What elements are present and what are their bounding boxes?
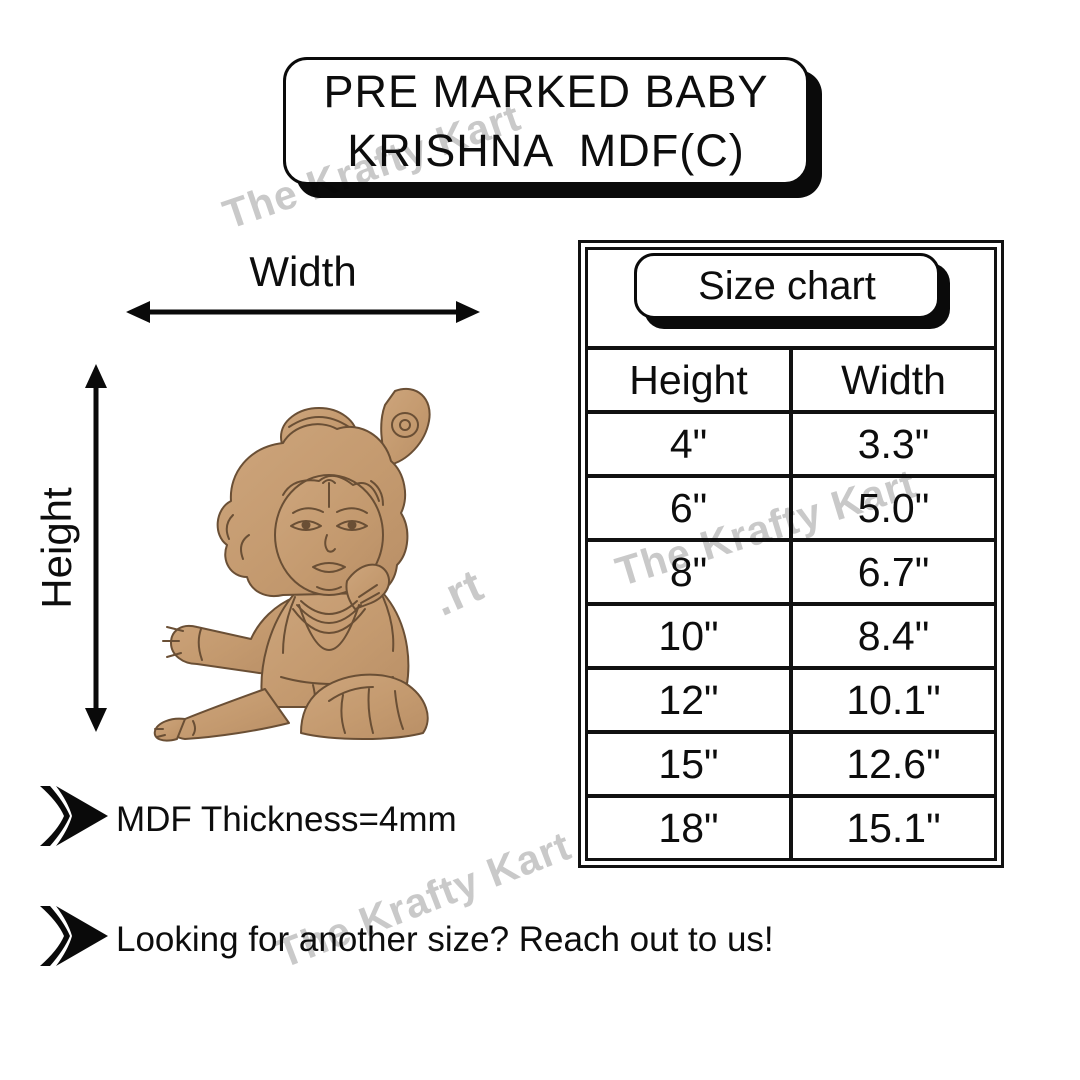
cell-height: 8" — [669, 548, 708, 595]
cell-width: 15.1" — [789, 798, 994, 858]
width-dimension-label: Width — [249, 248, 357, 295]
table-row: 12" 10.1" — [588, 666, 994, 730]
table-row: 15" 12.6" — [588, 730, 994, 794]
cell-height: 18" — [658, 804, 719, 851]
note-contact: Looking for another size? Reach out to u… — [116, 920, 774, 959]
cell-height: 4" — [669, 420, 708, 467]
cell-height: 10" — [658, 612, 719, 659]
column-header-width: Width — [789, 350, 994, 410]
baby-krishna-mdf-cutout — [133, 383, 531, 749]
size-chart-banner: Size chart — [634, 253, 940, 319]
cell-width: 8.4" — [789, 606, 994, 666]
cell-width: 3.3" — [789, 414, 994, 474]
size-chart-table-inner: Size chart Height Width 4" 3.3" 6" 5.0" … — [585, 247, 997, 861]
table-row: 6" 5.0" — [588, 474, 994, 538]
arrow-bullet-icon — [40, 906, 108, 966]
arrow-bullet-icon — [40, 786, 108, 846]
title-line-1: PRE MARKED BABY — [323, 65, 769, 117]
cell-height: 6" — [669, 484, 708, 531]
note-thickness: MDF Thickness=4mm — [116, 800, 457, 839]
height-dimension-label: Height — [33, 487, 80, 609]
height-arrow-icon — [85, 364, 107, 732]
table-row: 10" 8.4" — [588, 602, 994, 666]
table-header-row: Height Width — [588, 346, 994, 410]
table-row: 4" 3.3" — [588, 410, 994, 474]
cell-width: 10.1" — [789, 670, 994, 730]
cell-width: 5.0" — [789, 478, 994, 538]
column-header-height: Height — [629, 356, 748, 403]
size-chart-table: Size chart Height Width 4" 3.3" 6" 5.0" … — [578, 240, 1004, 868]
cell-width: 6.7" — [789, 542, 994, 602]
table-row: 8" 6.7" — [588, 538, 994, 602]
cell-height: 15" — [658, 740, 719, 787]
cell-height: 12" — [658, 676, 719, 723]
title-banner: PRE MARKED BABY KRISHNA MDF(C) — [283, 57, 809, 185]
title-line-2: KRISHNA MDF(C) — [347, 125, 745, 176]
cell-width: 12.6" — [789, 734, 994, 794]
size-chart-banner-band: Size chart — [588, 250, 994, 346]
table-row: 18" 15.1" — [588, 794, 994, 858]
width-arrow-icon — [126, 301, 480, 323]
